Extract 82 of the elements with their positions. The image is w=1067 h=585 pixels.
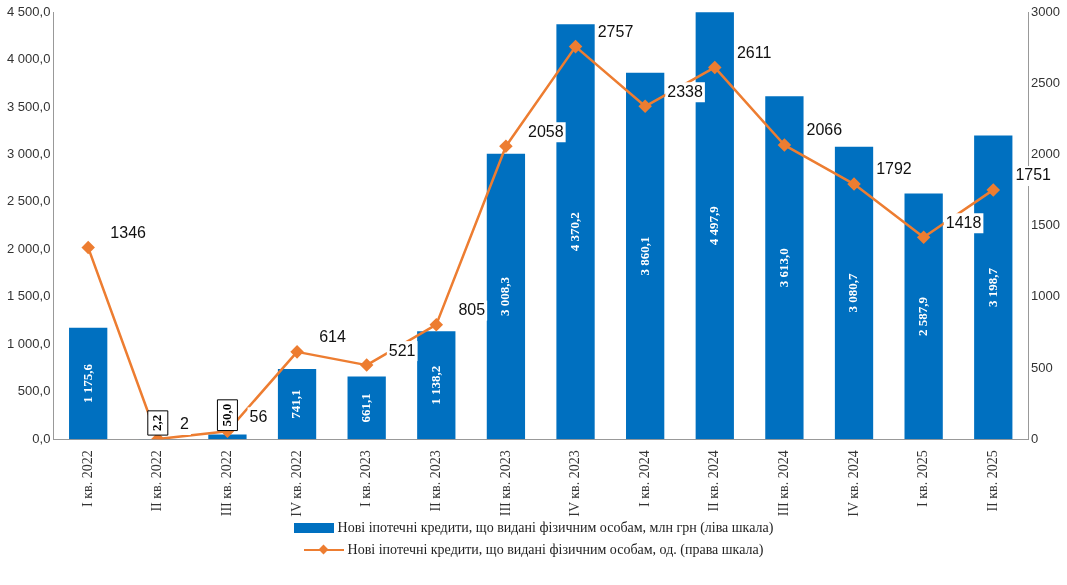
bar xyxy=(904,193,943,440)
x-tick-label: I кв. 2023 xyxy=(358,450,374,507)
data-label: 3 860,1 xyxy=(636,236,652,276)
legend-label: Нові іпотечні кредити, що видані фізичним особам, од. (права шкала) xyxy=(347,542,764,558)
y2-tick-label: 1000 xyxy=(1031,288,1060,304)
data-label: 805 xyxy=(458,301,486,319)
data-label: 2058 xyxy=(528,122,564,140)
data-label: 2338 xyxy=(667,82,703,100)
data-label: 614 xyxy=(319,328,346,346)
data-label: 2 587,9 xyxy=(915,296,931,336)
data-label: 3 080,7 xyxy=(845,273,861,313)
bar xyxy=(347,376,386,440)
bar xyxy=(69,327,108,440)
data-label: 1418 xyxy=(945,213,982,231)
data-label: 741,1 xyxy=(288,389,304,419)
data-label: 1 138,2 xyxy=(427,365,443,405)
point xyxy=(290,345,304,359)
legend-label: Нові іпотечні кредити, що видані фізичним особам, млн грн (ліва шкала) xyxy=(337,520,774,536)
data-label: 1 175,6 xyxy=(79,363,95,403)
x-tick-label: II кв. 2023 xyxy=(427,450,443,512)
data-label: 1751 xyxy=(1015,166,1052,184)
x-tick-label: III кв. 2024 xyxy=(776,450,792,517)
point xyxy=(708,61,722,74)
x-tick-label: IV кв. 2022 xyxy=(288,450,304,517)
y-tick-label: 500,0 xyxy=(17,383,51,399)
point xyxy=(987,183,1000,197)
x-tick-label: I кв. 2025 xyxy=(915,450,931,507)
point xyxy=(81,241,95,254)
bar xyxy=(765,96,804,440)
data-label: 2611 xyxy=(736,43,772,61)
y-tick-label: 0,0 xyxy=(32,430,51,446)
x-tick-label: IV кв. 2024 xyxy=(845,450,861,517)
x-tick-label: I кв. 2024 xyxy=(636,450,652,507)
y-tick-label: 3 500,0 xyxy=(7,98,51,114)
y2-tick-label: 2000 xyxy=(1031,146,1060,162)
point xyxy=(569,40,582,53)
data-label: 4 370,2 xyxy=(566,212,582,252)
bar xyxy=(626,72,665,440)
x-tick-label: III кв. 2023 xyxy=(497,450,513,517)
y-tick-label: 1 500,0 xyxy=(7,288,51,304)
x-tick-label: I кв. 2022 xyxy=(79,450,95,507)
y-tick-label: 4 000,0 xyxy=(7,51,51,67)
y2-tick-label: 0 xyxy=(1031,430,1039,446)
y-tick-label: 3 000,0 xyxy=(7,146,51,162)
data-label: 3 198,7 xyxy=(984,267,1000,307)
point xyxy=(638,100,652,113)
data-label: 2 xyxy=(179,415,189,433)
x-tick-label: II кв. 2024 xyxy=(706,450,722,512)
point xyxy=(917,231,930,244)
x-tick-label: III кв. 2022 xyxy=(219,450,235,517)
bar xyxy=(486,153,526,440)
point xyxy=(847,177,861,191)
data-label: 2066 xyxy=(806,121,843,139)
data-label: 3 008,3 xyxy=(497,276,513,316)
bar xyxy=(834,146,874,440)
x-tick-label: II кв. 2025 xyxy=(984,450,1000,512)
point xyxy=(430,318,443,331)
bar xyxy=(277,368,317,440)
data-label: 1792 xyxy=(876,160,912,178)
data-label: 661,1 xyxy=(358,393,374,423)
point xyxy=(499,139,513,153)
y2-tick-label: 1500 xyxy=(1031,217,1060,233)
x-tick-label: II кв. 2022 xyxy=(149,450,165,512)
data-label: 3 613,0 xyxy=(775,248,791,288)
y-tick-label: 1 000,0 xyxy=(7,335,51,351)
data-label: 50,0 xyxy=(218,403,234,427)
y2-tick-label: 3000 xyxy=(1031,3,1060,19)
data-label: 1346 xyxy=(110,224,147,241)
y-tick-label: 2 500,0 xyxy=(7,193,51,209)
point xyxy=(360,358,373,372)
data-label: 4 497,9 xyxy=(706,205,722,246)
data-label: 521 xyxy=(388,341,416,359)
data-label: 2757 xyxy=(597,23,634,41)
y2-tick-label: 500 xyxy=(1031,359,1053,375)
bar xyxy=(417,331,456,440)
data-label: 56 xyxy=(249,407,268,425)
data-label: 2,2 xyxy=(149,414,165,432)
y-tick-label: 2 000,0 xyxy=(7,240,51,256)
point xyxy=(778,138,791,152)
x-tick-label: IV кв. 2023 xyxy=(567,450,583,517)
y2-tick-label: 2500 xyxy=(1031,74,1060,90)
y-tick-label: 4 500,0 xyxy=(7,3,51,19)
